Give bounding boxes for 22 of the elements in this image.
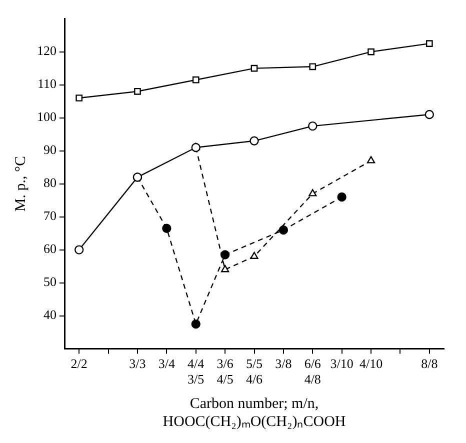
y-tick-label: 120 (37, 43, 56, 58)
x-tick-label: 3/10 (330, 356, 354, 372)
y-tick-label: 60 (44, 241, 56, 256)
y-tick-label: 50 (44, 274, 56, 290)
x-tick-label: 2/2 (70, 356, 88, 372)
y-axis-title: M. p., °C (12, 156, 29, 212)
x-tick-label: 3/3 (129, 356, 146, 372)
x-tick-label: 6/6 4/8 (304, 356, 322, 387)
x-tick-label: 3/6 4/5 (216, 356, 234, 387)
y-tick-label: 100 (37, 109, 56, 124)
y-tick-label: 90 (44, 142, 56, 158)
x-tick-label: 3/4 (158, 356, 176, 372)
y-tick-label: 70 (44, 208, 56, 224)
x-tick-label: 5/5 4/6 (246, 356, 264, 387)
y-tick-label: 80 (44, 175, 56, 190)
x-tick-label: 8/8 (421, 356, 438, 372)
x-tick-label: 3/8 (275, 356, 292, 372)
x-tick-label: 4/10 (359, 356, 383, 372)
x-axis-title: Carbon number; m/n, HOOC(CH₂)ₘO(CH₂)ₙCOOH (162, 396, 346, 430)
y-tick-label: 40 (44, 307, 56, 322)
y-tick-label: 110 (37, 76, 56, 92)
x-tick-label: 4/4 3/5 (188, 356, 205, 387)
